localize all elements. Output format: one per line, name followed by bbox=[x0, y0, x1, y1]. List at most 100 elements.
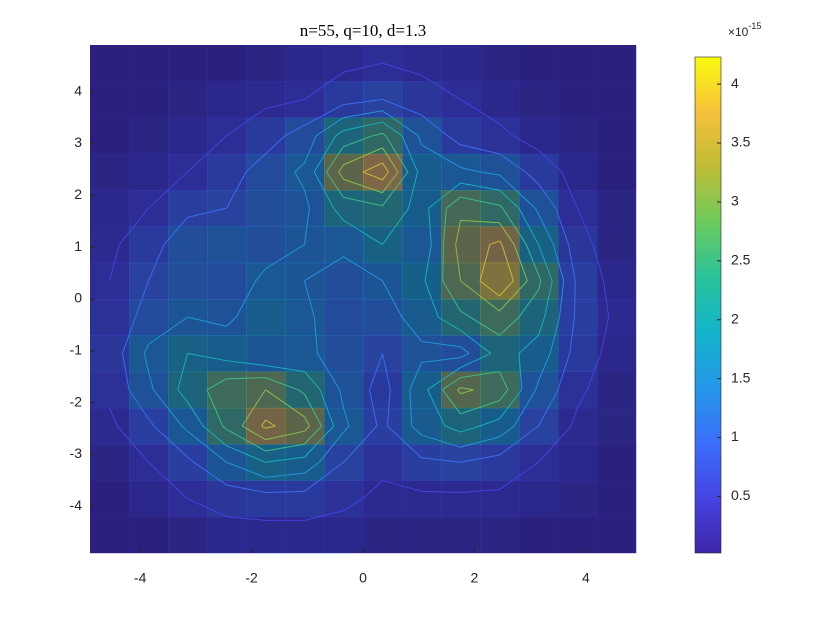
contour-segment bbox=[460, 182, 500, 191]
heat-cell bbox=[519, 516, 559, 554]
contour-segment bbox=[319, 389, 335, 427]
contour-segment bbox=[460, 280, 500, 312]
contour-segment bbox=[206, 389, 224, 427]
heat-cell bbox=[402, 226, 442, 264]
heat-cell bbox=[597, 117, 637, 155]
heat-cell bbox=[597, 516, 637, 554]
contour-segment bbox=[457, 389, 461, 395]
heat-cell bbox=[246, 45, 286, 82]
contour-segment bbox=[460, 352, 470, 358]
contour-segment bbox=[499, 240, 503, 245]
heat-cell bbox=[246, 117, 286, 155]
heat-cell bbox=[246, 407, 286, 445]
heat-cell bbox=[441, 45, 481, 82]
contour-segment bbox=[479, 280, 500, 297]
heat-cell bbox=[129, 226, 169, 264]
heat-cell bbox=[324, 153, 364, 191]
heat-cell bbox=[324, 407, 364, 445]
heat-cell bbox=[558, 444, 598, 481]
contour-segment bbox=[187, 498, 227, 518]
contour-segment bbox=[148, 371, 154, 390]
heat-cell bbox=[129, 45, 169, 82]
heat-cell bbox=[168, 444, 208, 481]
heat-cell bbox=[90, 480, 130, 518]
heat-cell bbox=[285, 335, 325, 373]
contour-segment bbox=[460, 425, 481, 433]
contour-segment bbox=[382, 479, 422, 492]
contour-segment bbox=[265, 472, 305, 478]
contour-segment bbox=[313, 317, 318, 354]
contour-segment bbox=[304, 190, 310, 209]
heat-cell bbox=[558, 480, 598, 518]
contour-segment bbox=[442, 280, 461, 312]
heat-cell bbox=[480, 45, 520, 82]
contour-segment bbox=[460, 99, 500, 125]
heat-cell bbox=[207, 45, 247, 82]
contour-segment bbox=[460, 387, 474, 391]
heat-cell bbox=[558, 299, 598, 336]
contour-segment bbox=[460, 166, 481, 173]
contour-segment bbox=[600, 317, 610, 354]
contour-segment bbox=[284, 124, 305, 137]
colorbar-tick-label: 3.5 bbox=[731, 134, 751, 150]
heat-cell bbox=[363, 407, 403, 445]
contour-segment bbox=[518, 289, 539, 318]
contour-segment bbox=[382, 110, 419, 137]
heat-cell bbox=[90, 444, 130, 481]
contour-segment bbox=[501, 244, 514, 282]
heat-cell bbox=[558, 335, 598, 373]
heat-cell bbox=[90, 190, 130, 227]
x-tick-label: -4 bbox=[134, 570, 147, 586]
y-tick-label: -1 bbox=[70, 342, 83, 358]
contour-segment bbox=[421, 457, 461, 463]
contour-segment bbox=[122, 353, 130, 390]
heat-cell bbox=[285, 45, 325, 82]
contour-segment bbox=[479, 171, 500, 176]
contour-segment bbox=[343, 62, 383, 73]
contour-segment bbox=[499, 153, 526, 173]
heat-cell bbox=[207, 81, 247, 119]
contour-segment bbox=[304, 135, 317, 164]
heat-cell bbox=[480, 480, 520, 518]
heat-cell bbox=[129, 335, 169, 373]
contour-segment bbox=[382, 171, 389, 181]
heat-cell bbox=[207, 299, 247, 336]
y-tick-label: -3 bbox=[70, 445, 83, 461]
contour-segment bbox=[265, 135, 286, 155]
heat-cell bbox=[168, 226, 208, 264]
contour-segment bbox=[148, 244, 165, 282]
heat-cell bbox=[402, 299, 442, 336]
contour-segment bbox=[382, 207, 409, 245]
colorbar-tick-label: 4 bbox=[731, 75, 739, 91]
contour-segment bbox=[343, 147, 383, 166]
contour-segment bbox=[555, 208, 569, 245]
contour-segment bbox=[148, 316, 188, 345]
contour-segment bbox=[568, 244, 576, 281]
heat-cell bbox=[324, 45, 364, 82]
contour-segment bbox=[512, 135, 539, 151]
contour-segment bbox=[265, 490, 305, 494]
heat-cell bbox=[597, 480, 637, 518]
contour-segment bbox=[362, 162, 383, 173]
heat-cell bbox=[519, 444, 559, 481]
contour-segment bbox=[586, 353, 602, 390]
heat-cell bbox=[480, 81, 520, 119]
contour-segment bbox=[460, 196, 500, 206]
heat-cell bbox=[558, 407, 598, 445]
contour-segment bbox=[499, 389, 509, 401]
contour-segment bbox=[181, 425, 188, 432]
contour-segment bbox=[343, 256, 383, 282]
heat-cell bbox=[519, 407, 559, 445]
colorbar-tick-label: 2.5 bbox=[731, 252, 751, 268]
contour-segment bbox=[265, 377, 299, 391]
contour-segment bbox=[499, 280, 528, 312]
heat-cell bbox=[129, 407, 169, 445]
contour-segment bbox=[333, 207, 344, 221]
contour-segment bbox=[152, 389, 183, 427]
heat-cell bbox=[402, 153, 442, 191]
contour-segment bbox=[343, 110, 383, 119]
contour-segment bbox=[499, 371, 509, 390]
colorbar bbox=[694, 56, 722, 554]
heat-cell bbox=[441, 516, 481, 554]
